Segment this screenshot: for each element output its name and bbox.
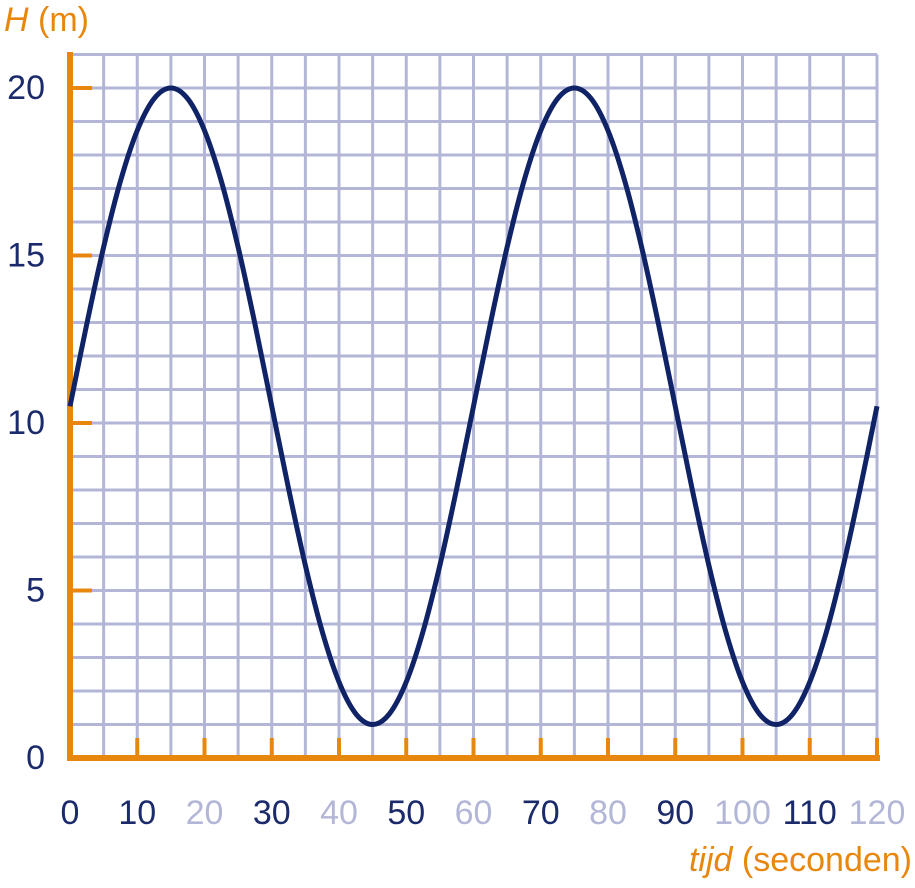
y-tick-label: 0 (26, 739, 45, 777)
x-tick-label: 100 (714, 794, 771, 832)
x-tick-label: 20 (186, 794, 224, 832)
x-tick-label: 60 (455, 794, 493, 832)
x-tick-label: 40 (320, 794, 358, 832)
y-tick-label: 10 (7, 404, 45, 442)
y-axis-unit: (m) (38, 1, 89, 39)
line-series (67, 85, 880, 727)
x-axis-label: tijd (seconden) (689, 841, 912, 879)
x-axis-variable: tijd (689, 841, 734, 879)
y-axis-variable: H (4, 1, 29, 39)
x-axis-unit: (seconden) (742, 841, 912, 879)
x-tick-label: 90 (656, 794, 694, 832)
y-axis-label: H (m) (4, 1, 89, 39)
x-tick-label: 10 (118, 794, 156, 832)
y-tick-label: 5 (26, 571, 45, 609)
x-tick-label: 0 (61, 794, 80, 832)
x-tick-label: 120 (849, 794, 906, 832)
x-tick-label: 70 (522, 794, 560, 832)
x-tick-label: 30 (253, 794, 291, 832)
x-tick-label: 80 (589, 794, 627, 832)
y-tick-label: 15 (7, 236, 45, 274)
y-tick-label: 20 (7, 69, 45, 107)
x-tick-label: 110 (783, 794, 837, 832)
x-tick-label: 50 (387, 794, 425, 832)
